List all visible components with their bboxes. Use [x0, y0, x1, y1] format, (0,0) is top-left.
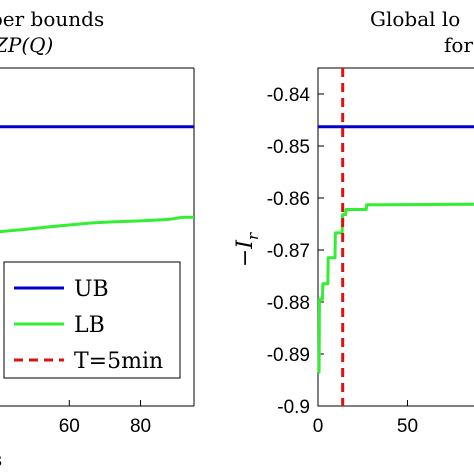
right-series-group: [317, 68, 474, 406]
right-y-tick-label: -0.87: [267, 241, 310, 262]
left-x-tick-label: 80: [130, 416, 151, 437]
right-y-tick-label: -0.89: [267, 345, 310, 366]
right-y-tick-label: -0.84: [267, 85, 311, 106]
right-series-lb-line: [317, 202, 474, 374]
left-title-line2: ZP(Q): [0, 33, 53, 57]
left-x-ticks: 60 80: [59, 400, 151, 437]
left-x-tick-label: 60: [59, 416, 80, 437]
left-xlabel-fragment: s: [0, 447, 2, 471]
right-axes-box: [317, 67, 474, 407]
right-y-tick-label: -0.88: [267, 293, 310, 314]
right-panel: Global lo for -0.9-0.89-0.88-0.87-0.86-0…: [233, 7, 474, 437]
left-series-lb-line: [0, 215, 194, 234]
right-y-tick-label: -0.9: [277, 397, 310, 418]
right-title-line1: Global lo: [370, 7, 460, 31]
svg-text:−Ir: −Ir: [233, 232, 262, 267]
right-title-line2: for: [444, 33, 473, 57]
left-panel: per bounds ZP(Q) 60 80 s UB LB T=5min: [0, 7, 195, 471]
legend-label-lb: LB: [74, 313, 105, 338]
left-title-line1: per bounds: [0, 7, 104, 31]
legend-label-ub: UB: [74, 277, 109, 302]
right-x-ticks: 0 50: [313, 400, 418, 437]
right-x-tick-label: 50: [397, 416, 418, 437]
right-ylabel: −Ir: [233, 232, 262, 267]
legend: UB LB T=5min: [3, 261, 181, 379]
right-y-tick-label: -0.85: [267, 137, 310, 158]
right-ylabel-main: −I: [233, 239, 258, 267]
right-y-ticks: -0.9 -0.89 -0.88 -0.87 -0.86 -0.85 -0.84: [267, 85, 324, 418]
right-x-tick-label: 0: [313, 416, 324, 437]
right-ylabel-sub: r: [244, 232, 262, 240]
right-y-tick-label: -0.86: [267, 189, 310, 210]
legend-label-t5min: T=5min: [74, 349, 163, 374]
left-series-group: [0, 125, 194, 234]
